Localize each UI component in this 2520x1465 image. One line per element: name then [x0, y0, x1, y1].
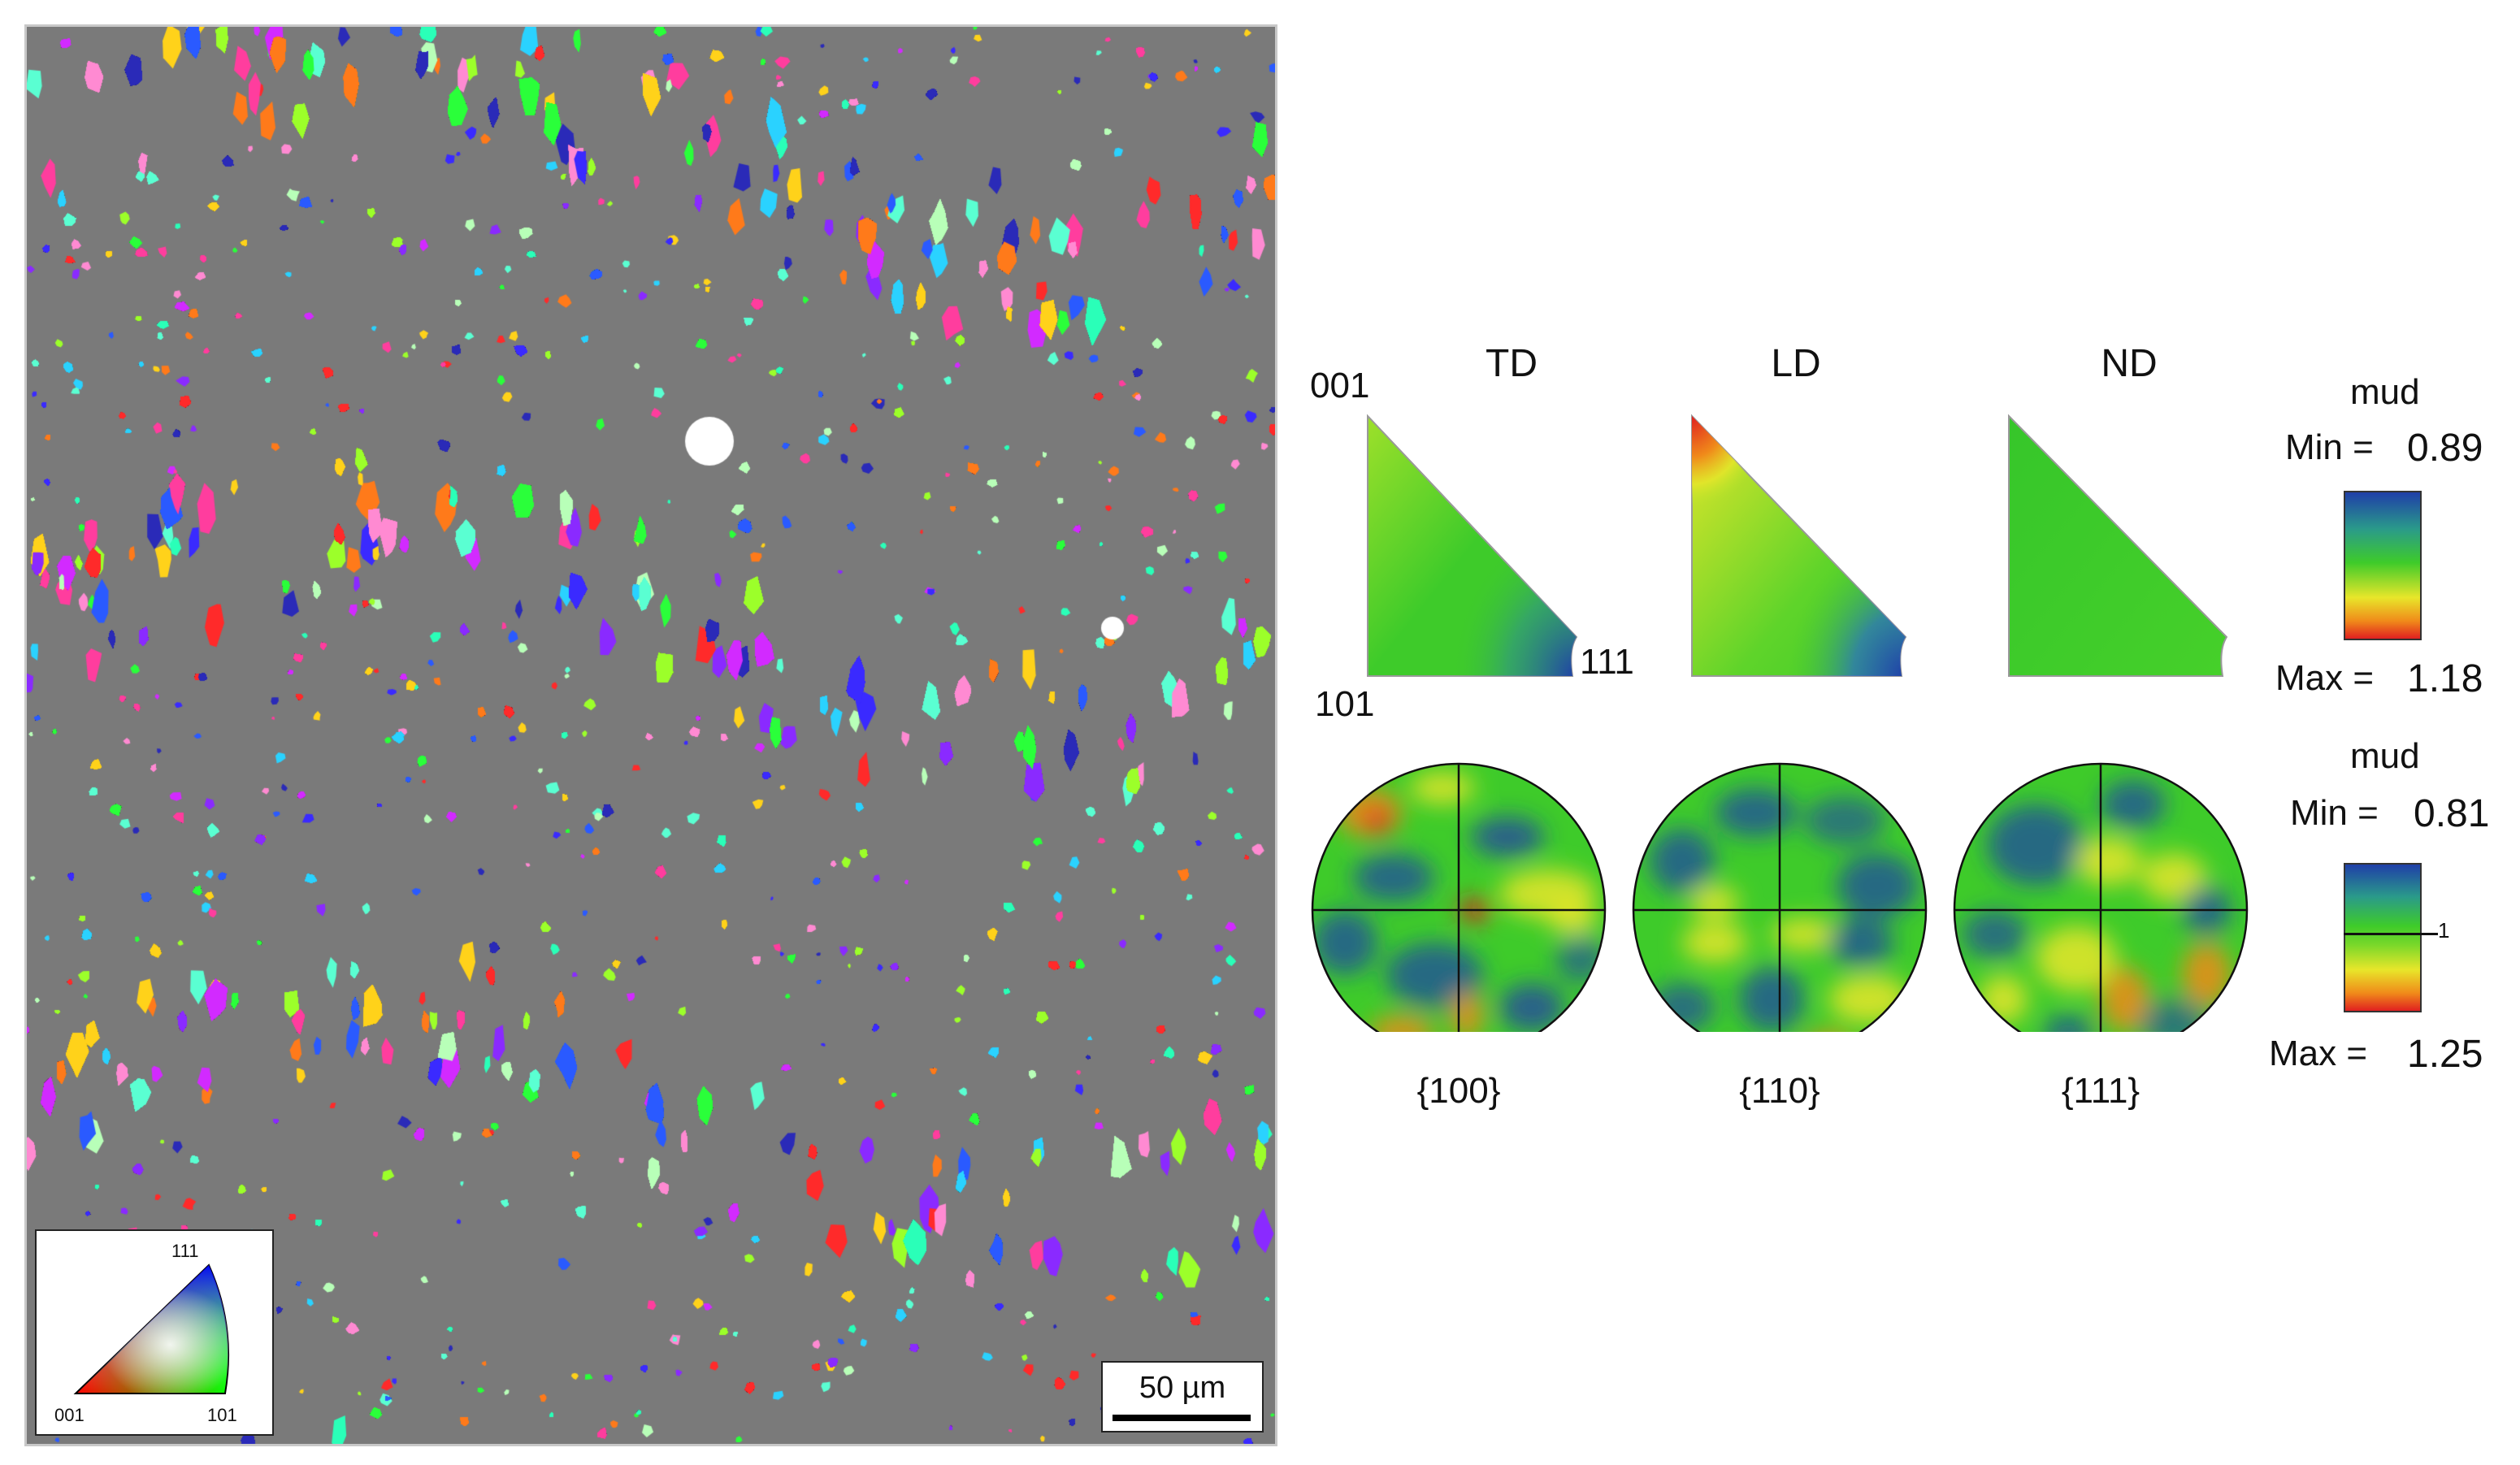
ipf-legend-min-value: 0.89	[2407, 427, 2483, 470]
pole-figure-spot	[1353, 853, 1434, 902]
ipf-color-triangle	[73, 1263, 230, 1394]
pole-figure-spot	[1471, 817, 1544, 857]
pole-figures	[1311, 762, 2249, 1032]
pole-figure-spot	[1682, 922, 1747, 963]
pf-legend-min-value: 0.81	[2414, 792, 2490, 835]
ipf-key-label-001: 001	[54, 1405, 85, 1425]
ipf-header-td: TD	[1486, 342, 1538, 385]
pole-figure-spot	[1987, 804, 2084, 886]
pole-figure-spot	[1650, 829, 1715, 894]
scale-bar: 50 µm	[1101, 1361, 1264, 1432]
pf-legend-colorbar	[2344, 863, 2438, 1012]
ipf-legend-colorbar	[2344, 491, 2422, 640]
pole-figure-spot	[1828, 975, 1910, 1024]
ipf-legend-title: mud	[2350, 372, 2420, 412]
scale-bar-line	[1113, 1415, 1251, 1421]
pf-legend-title: mud	[2350, 736, 2420, 776]
ipf-color-key: 111 001 101	[35, 1229, 274, 1436]
pf-legend-contour-label: 1	[2438, 918, 2450, 943]
ipf-triangle-ld	[1691, 414, 1907, 677]
scale-bar-label: 50 µm	[1139, 1371, 1226, 1405]
pole-figure-spot	[2076, 837, 2141, 886]
ipf-legend-max-label: Max =	[2275, 658, 2375, 698]
pf-legend-min-label: Min =	[2290, 793, 2379, 833]
pole-figure-spot	[1837, 853, 1918, 918]
inverse-pole-figures	[1367, 414, 2228, 677]
pole-figure-spot	[1828, 918, 1893, 967]
pole-figure-spot	[1963, 910, 2028, 959]
ipf-triangle-nd	[2008, 414, 2228, 677]
pole-figure-spot	[2141, 853, 2206, 902]
pole-figure-spot	[2036, 926, 2117, 991]
pole-figure-spot	[1650, 983, 1715, 1032]
pole-figure-spot	[2044, 1016, 2093, 1032]
ipf-corner-101: 101	[1315, 684, 1375, 724]
ipf-key-label-101: 101	[207, 1405, 237, 1425]
pole-figure-axes	[1311, 762, 2249, 1032]
ebsd-orientation-map: 111 001 101 50 µm	[24, 24, 1277, 1446]
pole-figure-intensity	[1963, 780, 2231, 1032]
pole-figure-spot	[1312, 910, 1377, 975]
ipf-legend-min-label: Min =	[2285, 427, 2374, 467]
pole-figure-spot	[1772, 918, 1837, 951]
ipf-header-ld: LD	[1771, 342, 1821, 385]
pole-figure-spot	[1804, 796, 1885, 845]
pole-figure-spot	[2101, 967, 2149, 1032]
pole-figure-label-100: {100}	[1416, 1071, 1501, 1111]
pole-figure-spot	[1548, 902, 1597, 934]
pole-figure-spot	[2141, 999, 2206, 1032]
pole-figure-spot	[1499, 983, 1564, 1032]
ipf-key-label-111: 111	[171, 1241, 199, 1261]
pole-figure-spot	[1410, 772, 1475, 804]
pole-figure-label-110: {110}	[1739, 1071, 1820, 1111]
ipf-triangle-td	[1367, 414, 1578, 677]
pole-figure-spot	[1715, 788, 1796, 837]
pole-figure-label-111: {111}	[2061, 1071, 2140, 1111]
pf-legend-contour-tick	[2344, 933, 2438, 935]
pole-figure-spot	[1363, 809, 1392, 832]
pole-figure-spot	[2101, 780, 2166, 829]
ipf-legend-max-value: 1.18	[2407, 657, 2483, 700]
ipf-corner-001: 001	[1310, 366, 1370, 405]
pole-figure-spot	[1369, 1016, 1434, 1032]
pole-figure-spot	[1739, 967, 1804, 1032]
ipf-corner-111: 111	[1580, 642, 1634, 682]
pf-legend-max-value: 1.25	[2407, 1033, 2483, 1076]
ipf-header-nd: ND	[2101, 342, 2158, 385]
pf-legend-max-label: Max =	[2269, 1034, 2368, 1073]
pole-figure-spot	[1690, 886, 1739, 918]
grain-map-canvas	[27, 27, 1275, 1444]
pole-figure-spot	[2182, 943, 2231, 1008]
